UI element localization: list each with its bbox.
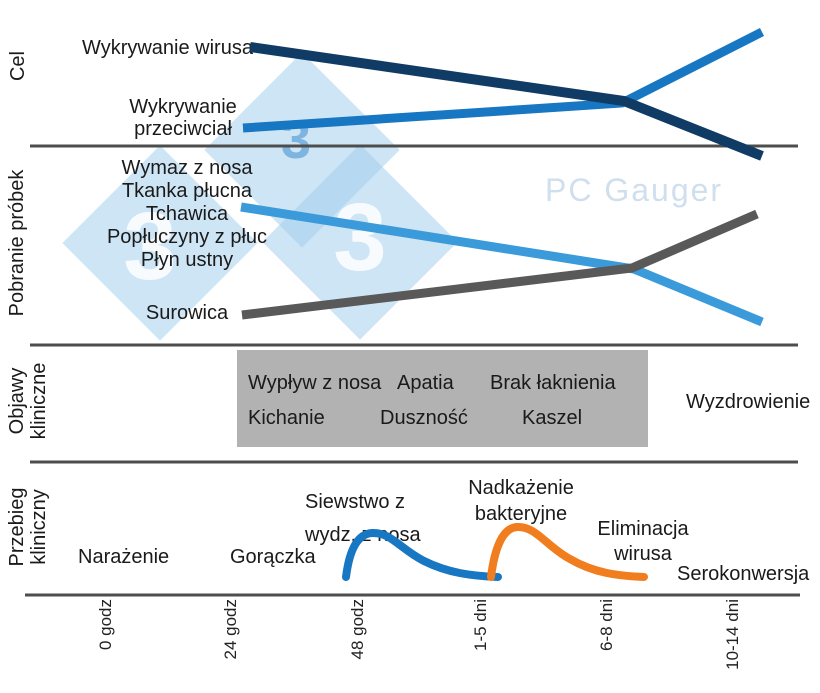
antibody-detection-label: Wykrywanie przeciwciał: [129, 96, 237, 140]
sample-label: Tkanka płucna: [121, 180, 253, 202]
watermark-digit: 3: [123, 193, 177, 300]
virus-detection-label: Wykrywanie wirusa: [82, 37, 253, 59]
superinfection-curve: [487, 523, 648, 581]
symptom-label: Kaszel: [522, 407, 583, 429]
symptom-label: Kichanie: [248, 407, 325, 429]
seroconversion-label: Serokonwersja: [677, 563, 810, 585]
virus-elimination-label: Eliminacja wirusa: [597, 518, 689, 565]
serum-samples-line: [241, 209, 759, 320]
fever-curve: [342, 529, 502, 581]
symptom-label: Duszność: [380, 407, 468, 429]
watermark-brand: PC Gauger: [545, 172, 724, 208]
serum-sample-label: Surowica: [145, 302, 229, 324]
virus-detection-line: [249, 42, 764, 161]
sample-label: Płyn ustny: [140, 249, 234, 271]
symptom-label: Apatia: [397, 372, 454, 394]
sample-label: Popłuczyny z płuc: [106, 226, 268, 248]
recovery-label: Wyzdrowienie: [686, 391, 811, 413]
sample-label: Tchawica: [145, 203, 229, 225]
sample-label: Wymaz z nosa: [121, 157, 253, 179]
symptoms-box: Wypływ z nosa Apatia Brak łaknienia Kich…: [237, 350, 648, 447]
symptom-label: Brak łaknienia: [490, 372, 616, 394]
superinfection-label: Nadkażenie bakteryjne: [468, 477, 574, 525]
fever-label: Gorączka: [230, 546, 316, 568]
symptom-label: Wypływ z nosa: [248, 372, 382, 394]
respiratory-samples-list: Wymaz z nosa Tkanka płucna Tchawica Popł…: [98, 157, 276, 272]
watermark-digit: 3: [333, 184, 387, 291]
exposure-label: Narażenie: [78, 546, 170, 568]
